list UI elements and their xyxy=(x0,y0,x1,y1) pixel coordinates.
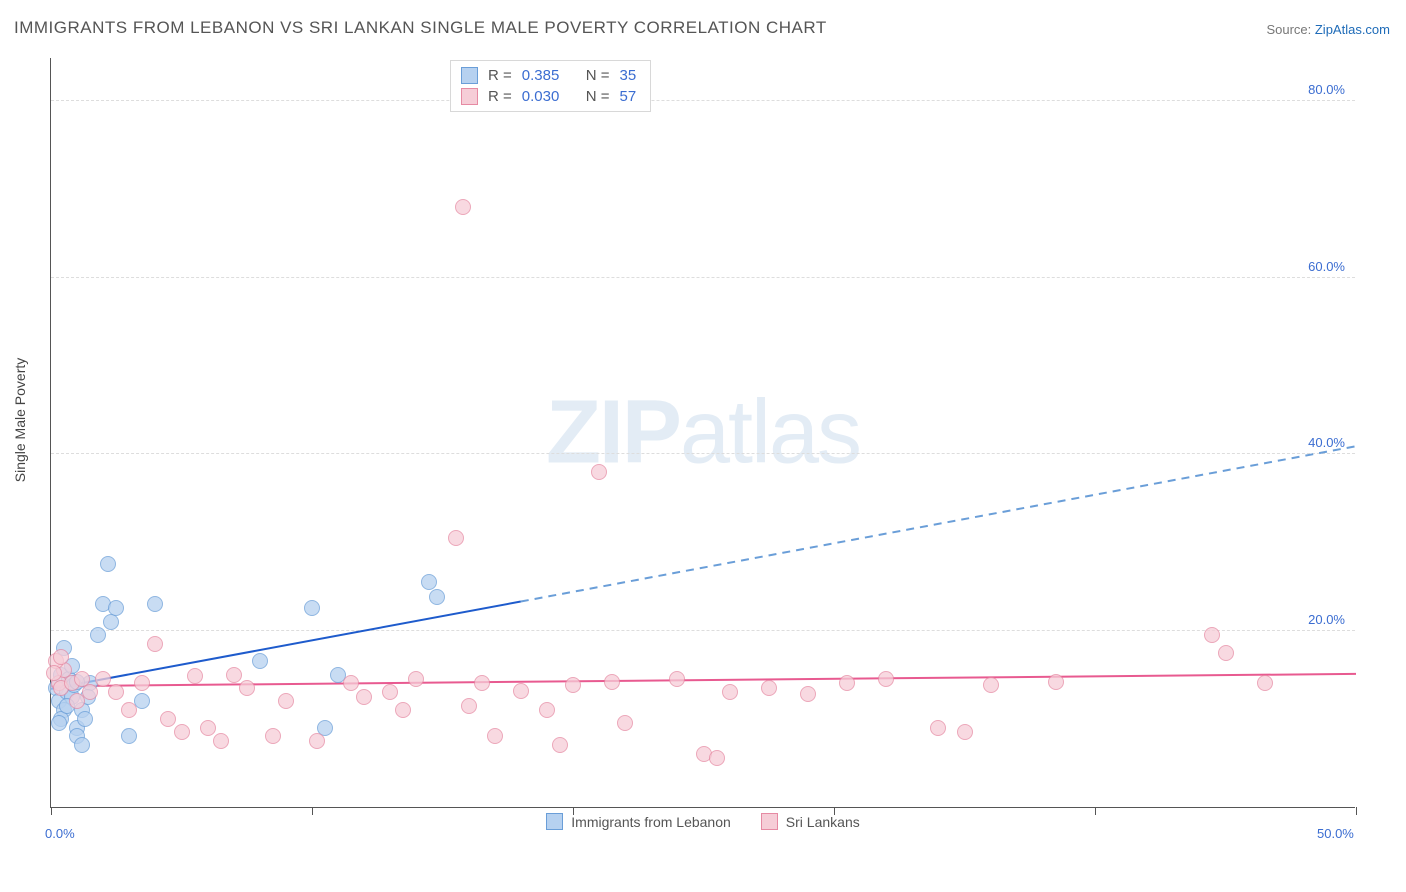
data-point-srilanka xyxy=(408,671,424,687)
data-point-srilanka xyxy=(487,728,503,744)
data-point-srilanka xyxy=(239,680,255,696)
data-point-srilanka xyxy=(722,684,738,700)
legend-series: Immigrants from Lebanon Sri Lankans xyxy=(0,813,1406,830)
legend-label: Sri Lankans xyxy=(786,814,860,830)
data-point-srilanka xyxy=(878,671,894,687)
legend-stats-row-srilanka: R = 0.030 N = 57 xyxy=(461,86,636,107)
data-point-srilanka xyxy=(930,720,946,736)
data-point-srilanka xyxy=(474,675,490,691)
data-point-srilanka xyxy=(147,636,163,652)
data-point-lebanon xyxy=(74,737,90,753)
y-tick-label: 20.0% xyxy=(1308,612,1345,627)
n-label: N = xyxy=(586,67,610,84)
gridline xyxy=(51,453,1355,454)
data-point-lebanon xyxy=(51,715,67,731)
data-point-srilanka xyxy=(95,671,111,687)
legend-stats: R = 0.385 N = 35 R = 0.030 N = 57 xyxy=(450,60,651,112)
data-point-srilanka xyxy=(957,724,973,740)
data-point-srilanka xyxy=(1257,675,1273,691)
legend-label: Immigrants from Lebanon xyxy=(571,814,731,830)
y-tick-label: 80.0% xyxy=(1308,82,1345,97)
data-point-srilanka xyxy=(213,733,229,749)
legend-swatch xyxy=(761,813,778,830)
data-point-srilanka xyxy=(591,464,607,480)
data-point-lebanon xyxy=(121,728,137,744)
data-point-srilanka xyxy=(108,684,124,700)
gridline xyxy=(51,277,1355,278)
data-point-srilanka xyxy=(539,702,555,718)
data-point-srilanka xyxy=(1218,645,1234,661)
data-point-srilanka xyxy=(1048,674,1064,690)
data-point-srilanka xyxy=(565,677,581,693)
gridline xyxy=(51,630,1355,631)
data-point-srilanka xyxy=(309,733,325,749)
n-label: N = xyxy=(586,88,610,105)
data-point-lebanon xyxy=(108,600,124,616)
legend-swatch xyxy=(546,813,563,830)
source-label: Source: xyxy=(1266,22,1314,37)
r-label: R = xyxy=(488,88,512,105)
legend-item-srilanka[interactable]: Sri Lankans xyxy=(761,813,860,830)
legend-swatch xyxy=(461,67,478,84)
n-value: 35 xyxy=(620,67,637,84)
data-point-srilanka xyxy=(356,689,372,705)
y-tick-label: 60.0% xyxy=(1308,259,1345,274)
data-point-lebanon xyxy=(421,574,437,590)
data-point-srilanka xyxy=(455,199,471,215)
data-point-srilanka xyxy=(983,677,999,693)
regression-dashed-lebanon xyxy=(521,446,1356,601)
data-point-srilanka xyxy=(800,686,816,702)
data-point-srilanka xyxy=(343,675,359,691)
y-axis-label: Single Male Poverty xyxy=(12,358,28,483)
data-point-srilanka xyxy=(461,698,477,714)
data-point-srilanka xyxy=(134,675,150,691)
legend-swatch xyxy=(461,88,478,105)
data-point-srilanka xyxy=(53,649,69,665)
data-point-srilanka xyxy=(617,715,633,731)
data-point-srilanka xyxy=(187,668,203,684)
data-point-srilanka xyxy=(46,665,62,681)
data-point-srilanka xyxy=(395,702,411,718)
data-point-srilanka xyxy=(278,693,294,709)
y-tick-label: 40.0% xyxy=(1308,435,1345,450)
data-point-lebanon xyxy=(147,596,163,612)
chart-title: IMMIGRANTS FROM LEBANON VS SRI LANKAN SI… xyxy=(14,18,827,38)
data-point-srilanka xyxy=(226,667,242,683)
data-point-srilanka xyxy=(839,675,855,691)
source-attribution: Source: ZipAtlas.com xyxy=(1266,22,1390,37)
plot-area: ZIPatlas 20.0% 40.0% 60.0% 80.0% xyxy=(50,58,1355,808)
data-point-lebanon xyxy=(429,589,445,605)
watermark-bold: ZIP xyxy=(546,382,680,482)
data-point-srilanka xyxy=(552,737,568,753)
regression-solid-lebanon xyxy=(51,602,521,689)
data-point-srilanka xyxy=(121,702,137,718)
data-point-lebanon xyxy=(304,600,320,616)
data-point-srilanka xyxy=(1204,627,1220,643)
data-point-srilanka xyxy=(82,684,98,700)
r-value: 0.030 xyxy=(522,88,576,105)
legend-item-lebanon[interactable]: Immigrants from Lebanon xyxy=(546,813,731,830)
n-value: 57 xyxy=(620,88,637,105)
data-point-srilanka xyxy=(761,680,777,696)
r-value: 0.385 xyxy=(522,67,576,84)
data-point-lebanon xyxy=(77,711,93,727)
data-point-srilanka xyxy=(513,683,529,699)
data-point-srilanka xyxy=(669,671,685,687)
data-point-srilanka xyxy=(160,711,176,727)
data-point-srilanka xyxy=(382,684,398,700)
data-point-srilanka xyxy=(265,728,281,744)
data-point-lebanon xyxy=(100,556,116,572)
source-link[interactable]: ZipAtlas.com xyxy=(1315,22,1390,37)
data-point-lebanon xyxy=(90,627,106,643)
gridline xyxy=(51,100,1355,101)
data-point-srilanka xyxy=(448,530,464,546)
data-point-srilanka xyxy=(604,674,620,690)
r-label: R = xyxy=(488,67,512,84)
data-point-srilanka xyxy=(709,750,725,766)
data-point-srilanka xyxy=(174,724,190,740)
data-point-lebanon xyxy=(252,653,268,669)
legend-stats-row-lebanon: R = 0.385 N = 35 xyxy=(461,65,636,86)
data-point-srilanka xyxy=(200,720,216,736)
watermark-light: atlas xyxy=(680,382,860,482)
